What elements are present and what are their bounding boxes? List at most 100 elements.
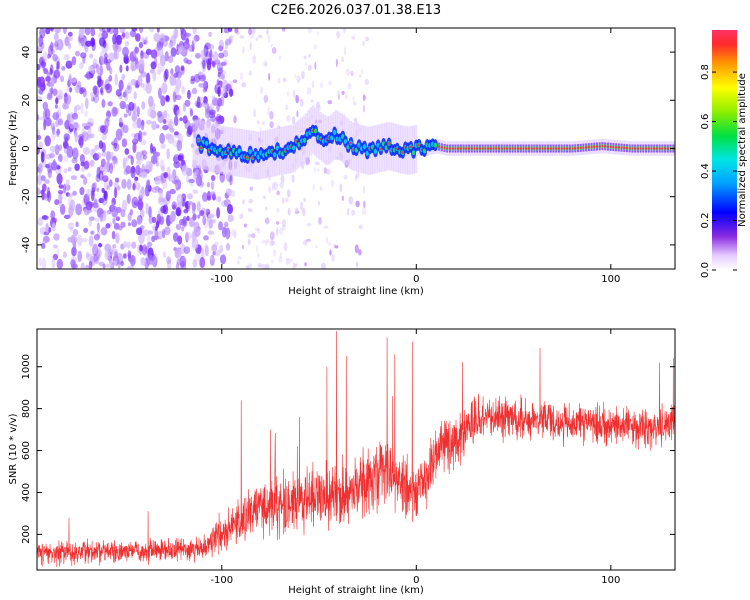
spectrogram-cell (142, 82, 148, 92)
spectrogram-cell (181, 226, 185, 232)
track-cell (612, 146, 615, 149)
track-cell (596, 145, 599, 148)
spectrogram-cell (236, 260, 240, 265)
spectrogram-cell (91, 183, 96, 192)
track-cell (411, 150, 416, 156)
spectrogram-cell (86, 188, 92, 197)
y-tick-label: 1000 (21, 354, 32, 379)
spectrogram-cell (63, 155, 69, 163)
spectrogram-cell (154, 175, 162, 185)
spectrogram-cell (58, 191, 63, 204)
spectrogram-cell (56, 247, 60, 257)
spectrogram-cell (278, 55, 282, 60)
spectrogram-cell (112, 34, 117, 45)
spectrogram-cell (160, 95, 166, 107)
spectrogram-cell (141, 119, 145, 126)
spectrogram-cell (44, 179, 50, 184)
spectrogram-cell (362, 40, 365, 46)
spectrogram-cell (224, 38, 232, 46)
spectrogram-cell (169, 127, 175, 133)
track-cell (664, 147, 667, 150)
spectrogram-cell (252, 54, 256, 64)
spectrogram-cell (242, 244, 245, 250)
spectrogram-cell (512, 141, 516, 156)
spectrogram-cell (88, 216, 95, 221)
spectrogram-cell (131, 196, 139, 209)
spectrogram-cell (56, 89, 64, 100)
spectrogram-cell (154, 56, 158, 68)
spectrogram-cell (264, 217, 270, 225)
spectrogram-cell (145, 48, 152, 56)
spectrogram-cell (37, 95, 43, 101)
spectrogram-cell (303, 55, 307, 60)
spectrogram-cell (131, 112, 138, 123)
spectrogram-cell (270, 240, 275, 246)
spectrogram-cell (132, 182, 136, 191)
spectrogram-cell (196, 200, 201, 212)
spectrogram-cell (115, 89, 122, 97)
spectrogram-cell (257, 253, 260, 258)
spectrogram-cell (138, 41, 144, 49)
spectrogram-cell (219, 244, 224, 254)
spectrogram-cell (120, 260, 124, 267)
spectrogram-cell (239, 71, 244, 81)
spectrogram-cell (496, 141, 500, 156)
spectrogram-cell (141, 244, 148, 256)
spectrogram-cell (242, 46, 245, 54)
spectrogram-cell (257, 120, 260, 125)
spectrogram-cell (90, 189, 95, 202)
snr-series-line (37, 331, 675, 568)
spectrogram-cell (137, 130, 143, 143)
spectrogram-cell (103, 57, 108, 65)
spectrogram-cell (199, 257, 206, 269)
spectrogram-cell (94, 144, 100, 151)
spectrogram-cell (119, 28, 126, 34)
spectrogram-cell (122, 157, 126, 170)
track-cell (525, 147, 528, 150)
spectrogram-cell (209, 255, 214, 261)
spectrogram-cell (62, 28, 68, 35)
spectrogram-cell (624, 140, 628, 156)
spectrogram-cell (118, 122, 124, 128)
spectrogram-cell (65, 94, 72, 105)
spectrogram-cell (72, 190, 77, 196)
track-cell (459, 147, 462, 150)
spectrogram-cell (67, 166, 72, 172)
spectrogram-cell (183, 246, 191, 255)
spectrogram-cell (79, 186, 85, 196)
track-cell (387, 142, 391, 145)
spectrogram-cell (444, 141, 448, 156)
spectrogram-cell (194, 252, 201, 262)
spectrogram-cell (308, 53, 311, 58)
spectrogram-cell (49, 68, 53, 76)
spectrogram-cell (134, 197, 139, 203)
spectrogram-cell (132, 142, 137, 154)
spectrogram-cell (56, 39, 64, 51)
spectrogram-cell (80, 102, 84, 115)
spectrogram-cell (192, 259, 198, 268)
spectrogram-cell (92, 85, 98, 95)
snr-x-axis: -100 0 100 (210, 329, 620, 586)
spectrogram-cell (264, 62, 267, 66)
spectrogram-cell (167, 133, 175, 144)
spectrogram-cell (271, 182, 276, 191)
spectrogram-cell (296, 75, 301, 84)
spectrogram-cell (314, 61, 317, 70)
x-tick-label: 0 (413, 575, 419, 586)
track-cell (506, 147, 509, 150)
spectrogram-cell (76, 80, 82, 90)
spectrogram-cell (199, 74, 206, 82)
spectrogram-cell (77, 250, 83, 263)
spectrogram-cell (70, 234, 76, 245)
spectrogram-cell (231, 190, 236, 198)
spectrogram-cell (125, 156, 129, 162)
spectrogram-cell (227, 28, 233, 32)
track-cell (481, 147, 484, 150)
spectrogram-cell (319, 82, 324, 88)
spectrogram-cell (112, 138, 119, 144)
spectrogram-cell (225, 83, 232, 91)
spectrogram-cell (100, 226, 108, 236)
spectrogram-cell (40, 242, 46, 249)
y-tick-label: -20 (21, 189, 32, 205)
spectrogram-cell (74, 130, 79, 143)
